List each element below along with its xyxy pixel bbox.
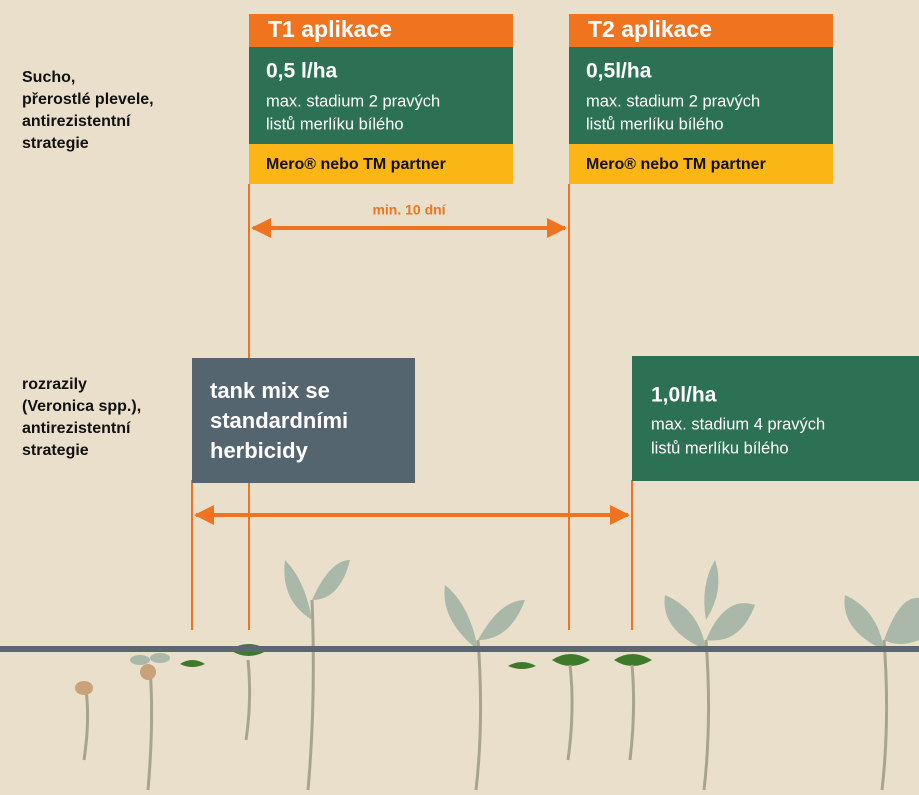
row-label: Sucho,	[22, 69, 75, 86]
row-label: rozrazily	[22, 376, 87, 393]
second-detail: listů merlíku bílého	[651, 439, 789, 457]
tank-mix-text: standardními	[210, 408, 348, 433]
plants	[75, 560, 919, 790]
row-label: antirezistentní	[22, 420, 131, 437]
diagram: T1 aplikace 0,5 l/ha max. stadium 2 prav…	[0, 0, 919, 795]
second-detail: max. stadium 4 pravých	[651, 415, 825, 433]
row-label: strategie	[22, 135, 89, 152]
ground-line	[0, 646, 919, 652]
row-label: strategie	[22, 442, 89, 459]
interval-label: min. 10 dní	[372, 202, 446, 218]
t2-rate: 0,5l/ha	[586, 60, 652, 83]
row-label: antirezistentní	[22, 113, 131, 130]
tank-mix-text: tank mix se	[210, 378, 330, 403]
t2-detail: max. stadium 2 pravých	[586, 92, 760, 110]
row-label: (Veronica spp.),	[22, 398, 141, 415]
t2-partner: Mero® nebo TM partner	[586, 156, 766, 173]
t1-detail: listů merlíku bílého	[266, 115, 404, 133]
second-rate: 1,0l/ha	[651, 384, 717, 407]
t1-partner: Mero® nebo TM partner	[266, 156, 446, 173]
row-label: přerostlé plevele,	[22, 91, 154, 108]
tank-mix-text: herbicidy	[210, 438, 309, 463]
t2-title: T2 aplikace	[588, 16, 712, 42]
t2-detail: listů merlíku bílého	[586, 115, 724, 133]
t1-title: T1 aplikace	[268, 16, 392, 42]
t1-detail: max. stadium 2 pravých	[266, 92, 440, 110]
t1-rate: 0,5 l/ha	[266, 60, 338, 83]
